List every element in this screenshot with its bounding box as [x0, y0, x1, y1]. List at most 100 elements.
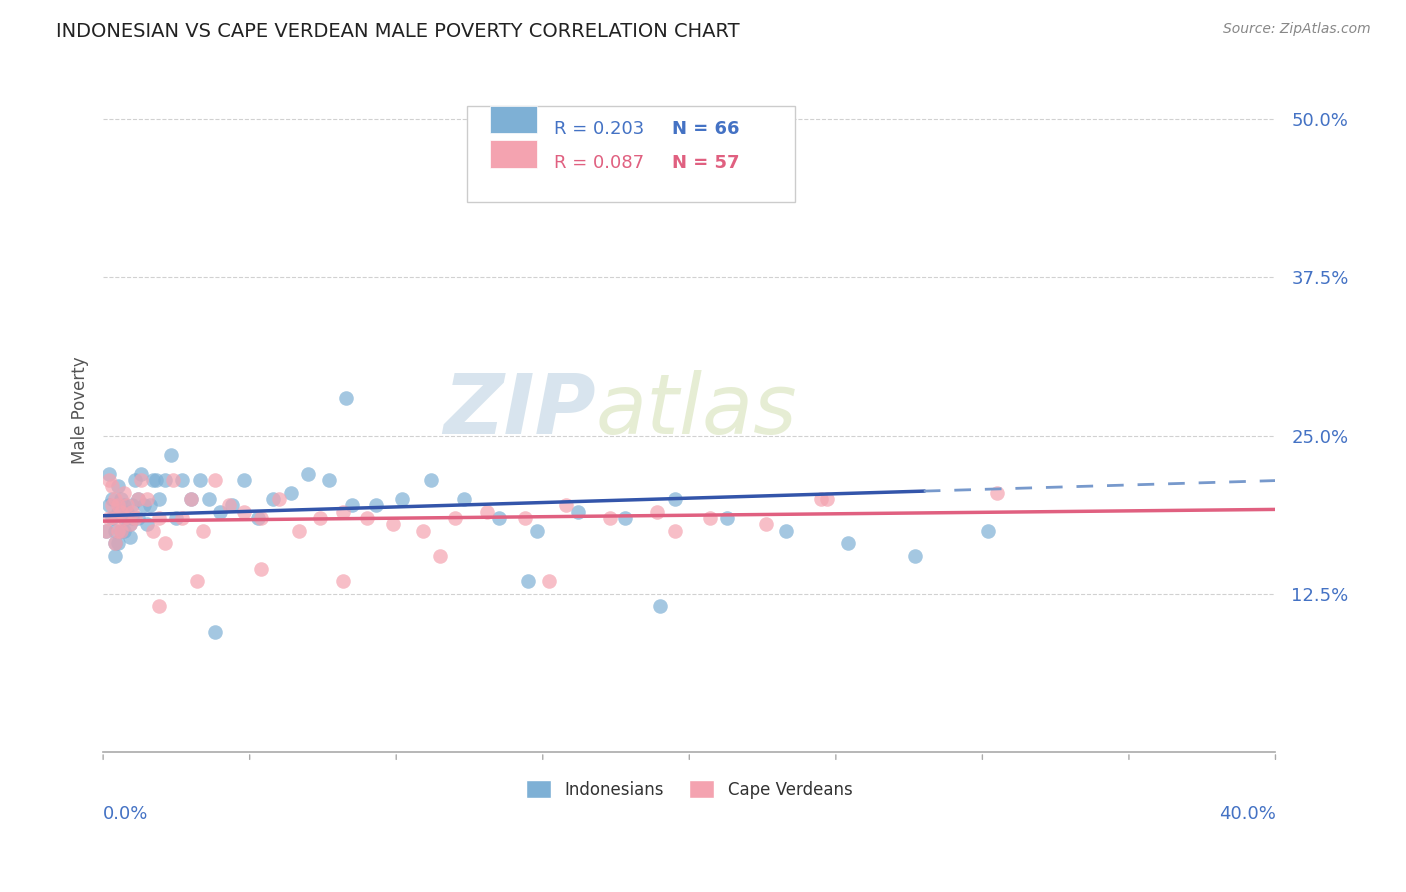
- Point: [104, 536, 127, 550]
- Point: [107, 536, 129, 550]
- Point: [204, 624, 226, 639]
- Point: [101, 479, 124, 493]
- Point: [118, 517, 141, 532]
- Point: [136, 491, 159, 506]
- Point: [567, 504, 589, 518]
- Point: [335, 391, 357, 405]
- Point: [986, 485, 1008, 500]
- Point: [188, 473, 211, 487]
- Point: [332, 504, 354, 518]
- Text: N = 66: N = 66: [672, 120, 740, 137]
- Point: [280, 485, 302, 500]
- FancyBboxPatch shape: [491, 140, 537, 168]
- Point: [172, 473, 194, 487]
- Text: Source: ZipAtlas.com: Source: ZipAtlas.com: [1223, 22, 1371, 37]
- Point: [475, 504, 498, 518]
- Point: [288, 524, 311, 538]
- Point: [121, 498, 143, 512]
- Text: 40.0%: 40.0%: [1219, 805, 1275, 823]
- Point: [162, 473, 184, 487]
- Point: [107, 524, 129, 538]
- Point: [107, 504, 129, 518]
- Text: R = 0.087: R = 0.087: [554, 154, 644, 172]
- Point: [107, 498, 129, 512]
- Point: [250, 511, 273, 525]
- Point: [112, 498, 135, 512]
- Y-axis label: Male Poverty: Male Poverty: [72, 357, 89, 464]
- Point: [112, 511, 135, 525]
- Point: [112, 485, 135, 500]
- Point: [515, 511, 537, 525]
- Point: [110, 524, 132, 538]
- Point: [412, 524, 434, 538]
- Point: [98, 473, 121, 487]
- Point: [977, 524, 1000, 538]
- Point: [599, 511, 621, 525]
- Point: [810, 491, 832, 506]
- Point: [664, 524, 686, 538]
- Point: [309, 511, 332, 525]
- Point: [664, 491, 686, 506]
- Point: [342, 498, 364, 512]
- Point: [699, 511, 721, 525]
- Point: [716, 511, 738, 525]
- Text: ZIP: ZIP: [443, 370, 596, 450]
- Point: [904, 549, 927, 563]
- Legend: Indonesians, Cape Verdeans: Indonesians, Cape Verdeans: [520, 773, 859, 805]
- Point: [356, 511, 378, 525]
- Point: [267, 491, 290, 506]
- Point: [775, 524, 797, 538]
- Point: [94, 524, 117, 538]
- Point: [526, 524, 548, 538]
- Point: [172, 511, 194, 525]
- Text: N = 57: N = 57: [672, 154, 740, 172]
- Point: [754, 517, 776, 532]
- Text: 0.0%: 0.0%: [103, 805, 149, 823]
- Point: [142, 473, 165, 487]
- Point: [382, 517, 405, 532]
- Point: [134, 498, 156, 512]
- Point: [98, 498, 121, 512]
- Point: [98, 511, 121, 525]
- Point: [118, 530, 141, 544]
- Point: [232, 473, 254, 487]
- Point: [555, 498, 578, 512]
- Point: [443, 511, 465, 525]
- Point: [453, 491, 475, 506]
- Point: [197, 491, 219, 506]
- Point: [104, 491, 127, 506]
- Point: [110, 504, 132, 518]
- Point: [139, 498, 162, 512]
- Point: [115, 511, 138, 525]
- Text: R = 0.203: R = 0.203: [554, 120, 645, 137]
- Point: [115, 498, 138, 512]
- Text: atlas: atlas: [596, 370, 797, 450]
- Point: [110, 524, 132, 538]
- Point: [94, 524, 117, 538]
- Point: [297, 467, 319, 481]
- Point: [204, 473, 226, 487]
- Point: [648, 599, 671, 614]
- Point: [332, 574, 354, 589]
- Point: [262, 491, 284, 506]
- Point: [232, 504, 254, 518]
- Point: [129, 467, 152, 481]
- FancyBboxPatch shape: [491, 106, 537, 134]
- Point: [101, 498, 124, 512]
- Point: [159, 448, 181, 462]
- Point: [124, 473, 146, 487]
- Point: [191, 524, 214, 538]
- Point: [101, 511, 124, 525]
- Point: [142, 524, 165, 538]
- Point: [815, 491, 838, 506]
- FancyBboxPatch shape: [467, 106, 794, 202]
- Point: [420, 473, 443, 487]
- Point: [127, 491, 149, 506]
- Point: [127, 491, 149, 506]
- Point: [110, 491, 132, 506]
- Point: [121, 511, 143, 525]
- Point: [153, 536, 176, 550]
- Point: [127, 511, 149, 525]
- Point: [148, 599, 170, 614]
- Point: [186, 574, 208, 589]
